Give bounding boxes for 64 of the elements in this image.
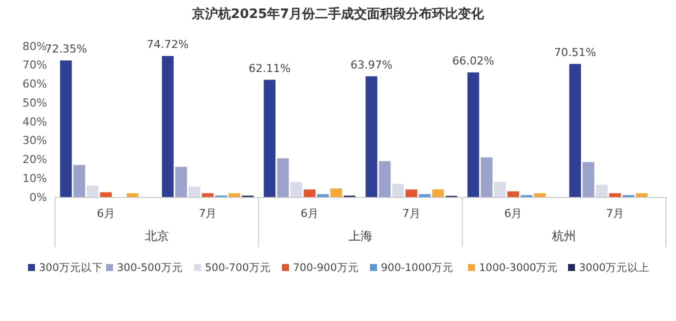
y-tick-label: 20% xyxy=(22,153,47,166)
legend-label: 900-1000万元 xyxy=(381,262,454,274)
bar xyxy=(330,188,342,197)
bar xyxy=(202,193,214,197)
text: 上海 xyxy=(348,229,372,243)
legend-label: 500-700万元 xyxy=(205,262,271,274)
legend-label: 300万元以下 xyxy=(39,261,104,274)
data-label: 74.72% xyxy=(146,38,189,51)
bar xyxy=(86,186,98,197)
bar xyxy=(317,194,329,197)
legend-label: 1000-3000万元 xyxy=(479,262,558,274)
bar xyxy=(366,76,378,197)
bar xyxy=(73,164,86,197)
bar xyxy=(569,64,581,197)
x-tick-label: 7月 xyxy=(198,207,217,220)
legend-label: 3000万元以上 xyxy=(579,261,650,274)
bar xyxy=(418,194,431,197)
bar xyxy=(636,193,648,197)
bar xyxy=(432,189,444,197)
bar xyxy=(277,158,289,197)
bar xyxy=(228,193,240,197)
y-tick-label: 10% xyxy=(22,172,47,185)
bar xyxy=(175,166,187,197)
bar xyxy=(467,72,480,197)
bar xyxy=(406,189,418,197)
bar xyxy=(126,193,138,197)
y-tick-label: 30% xyxy=(22,134,47,148)
bar xyxy=(378,161,391,197)
bar xyxy=(60,60,72,197)
bar xyxy=(609,193,621,197)
x-tick-label: 6月 xyxy=(96,207,115,220)
chart-title: 京沪杭2025年7月份二手成交面积段分布环比变化 xyxy=(190,6,486,22)
bar xyxy=(480,157,492,197)
x-tick-label: 6月 xyxy=(300,207,319,220)
bar xyxy=(162,56,174,197)
data-label: 62.11% xyxy=(248,62,291,75)
y-tick-label: 0% xyxy=(30,190,47,204)
bar xyxy=(596,184,608,197)
data-label: 72.35% xyxy=(44,42,87,56)
y-tick-label: 50% xyxy=(22,96,47,110)
x-tick-label: 6月 xyxy=(504,207,522,220)
bar xyxy=(290,182,302,197)
y-tick-label: 40% xyxy=(22,115,47,128)
x-tick-label: 7月 xyxy=(606,207,624,220)
bar xyxy=(534,193,546,197)
x-tick-label: 7月 xyxy=(402,207,420,220)
bar xyxy=(582,162,594,197)
bar xyxy=(304,189,316,197)
y-tick-label: 70% xyxy=(22,58,47,72)
bar xyxy=(264,80,276,197)
bar xyxy=(188,186,200,197)
text: 杭州 xyxy=(551,229,576,243)
legend-label: 700-900万元 xyxy=(293,262,359,274)
data-label: 66.02% xyxy=(452,54,494,68)
data-label: 63.97% xyxy=(350,58,392,72)
y-tick-label: 60% xyxy=(22,78,47,91)
text: 北京 xyxy=(144,229,169,243)
bar xyxy=(507,191,520,197)
bar xyxy=(392,184,404,197)
legend-label: 300-500万元 xyxy=(117,262,183,274)
bar xyxy=(494,182,506,197)
data-label: 70.51% xyxy=(554,46,596,59)
y-tick-label: 80% xyxy=(22,40,47,53)
bar xyxy=(100,192,112,197)
